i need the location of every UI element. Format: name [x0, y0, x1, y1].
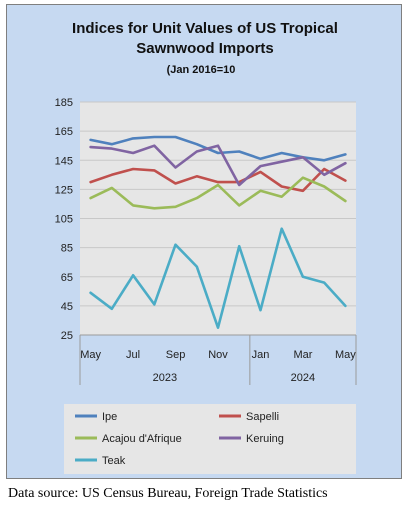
x-tick-label: May — [80, 349, 101, 361]
year-label: 2023 — [153, 372, 177, 384]
x-tick-label: May — [335, 349, 356, 361]
x-axis: May Jul Sep Nov Jan Mar May 2023 2024 — [79, 334, 357, 385]
y-tick-label: 145 — [55, 155, 73, 167]
y-tick-label: 45 — [61, 301, 73, 313]
y-tick-label: 185 — [55, 97, 73, 109]
legend-box — [64, 404, 356, 474]
legend-label-sapelli: Sapelli — [246, 411, 279, 423]
legend-label-keruing: Keruing — [246, 433, 284, 445]
legend-label-ipe: Ipe — [102, 411, 117, 423]
y-axis-ticks: 25 45 65 85 105 125 145 165 185 — [55, 97, 73, 342]
legend-label-teak: Teak — [102, 455, 126, 467]
y-tick-label: 85 — [61, 243, 73, 255]
y-tick-label: 25 — [61, 330, 73, 342]
y-tick-label: 105 — [55, 214, 73, 226]
legend-label-acajou-d-afrique: Acajou d'Afrique — [102, 433, 182, 445]
y-tick-label: 125 — [55, 184, 73, 196]
y-tick-label: 65 — [61, 272, 73, 284]
x-tick-label: Mar — [293, 349, 312, 361]
series-layer — [89, 135, 347, 330]
series-line-acajou-d-afrique — [89, 176, 347, 210]
series-line-sapelli — [89, 167, 347, 193]
series-line-teak — [89, 227, 347, 330]
series-line-keruing — [89, 144, 347, 187]
chart-subtitle: (Jan 2016=10 — [167, 64, 236, 76]
chart: Indices for Unit Values of US Tropical S… — [55, 20, 357, 474]
chart-title: Indices for Unit Values of US Tropical — [72, 20, 338, 37]
source-note: Data source: US Census Bureau, Foreign T… — [8, 486, 328, 501]
x-tick-label: Nov — [208, 349, 228, 361]
x-tick-label: Jul — [126, 349, 140, 361]
legend: Ipe Sapelli Acajou d'Afrique Keruing Teak — [75, 411, 284, 467]
x-tick-label: Jan — [252, 349, 270, 361]
grid-lines — [80, 101, 356, 307]
year-label: 2024 — [291, 372, 315, 384]
chart-frame: Indices for Unit Values of US Tropical S… — [6, 4, 402, 479]
x-tick-label: Sep — [166, 349, 186, 361]
chart-title-line2: Sawnwood Imports — [136, 40, 274, 57]
y-tick-label: 165 — [55, 126, 73, 138]
